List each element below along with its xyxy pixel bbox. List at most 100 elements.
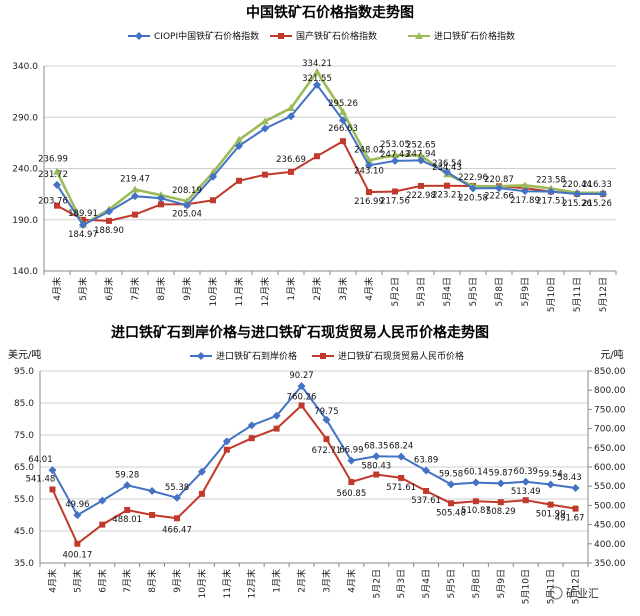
data-label: 59.54 xyxy=(538,469,562,479)
series-marker-0 xyxy=(521,187,529,196)
series-marker-1 xyxy=(262,171,268,178)
data-label: 223.21 xyxy=(432,191,462,201)
data-label: 219.47 xyxy=(120,175,150,185)
series-marker-0 xyxy=(496,479,505,488)
series-marker-0 xyxy=(73,511,82,520)
y-tick-label: 140.0 xyxy=(12,267,38,277)
series-marker-1 xyxy=(288,168,294,175)
y-tick-label-right: 550.00 xyxy=(594,482,626,492)
legend-marker xyxy=(197,352,205,360)
data-label: 58.43 xyxy=(557,473,581,483)
y-tick-label-right: 600.00 xyxy=(594,463,626,473)
series-marker-0 xyxy=(297,382,306,391)
x-tick-label: 6月末 xyxy=(96,569,108,593)
series-marker-1 xyxy=(223,446,230,453)
series-marker-0 xyxy=(235,141,243,150)
chart2-x-ticks: 4月末 5月末 6月末 7月末 8月末 9月末 10月末 11月末 12月末 1月末 2月末 3月末 4… xyxy=(46,569,581,604)
data-label: 60.14 xyxy=(464,468,488,478)
series-marker-0 xyxy=(53,180,61,189)
y-tick-label-right: 850.00 xyxy=(594,367,626,377)
data-label: 222.96 xyxy=(458,173,488,183)
data-label: 488.01 xyxy=(112,515,142,525)
legend-marker xyxy=(135,32,143,40)
data-label: 220.44 xyxy=(562,180,592,190)
series-marker-0 xyxy=(272,411,281,420)
data-label: 90.27 xyxy=(289,371,313,381)
series-marker-0 xyxy=(98,496,107,505)
y-tick-label-right: 750.00 xyxy=(594,405,626,415)
series-marker-1 xyxy=(132,211,138,218)
data-label: 236.69 xyxy=(276,155,306,165)
series-marker-0 xyxy=(365,161,373,170)
data-label: 580.43 xyxy=(361,462,391,472)
series-marker-0 xyxy=(247,421,256,430)
series-marker-1 xyxy=(54,202,60,209)
x-tick-label: 5月8日 xyxy=(471,569,482,598)
x-tick-label: 5月4日 xyxy=(442,277,453,306)
x-tick-label: 4月末 xyxy=(345,569,357,593)
y-tick-label-right: 700.00 xyxy=(594,425,626,435)
data-label: 236.99 xyxy=(38,155,68,165)
series-marker-1 xyxy=(522,497,529,504)
x-tick-label: 5月末 xyxy=(77,277,89,301)
x-tick-label: 9月末 xyxy=(181,277,193,301)
series-marker-1 xyxy=(497,499,504,506)
series-marker-0 xyxy=(495,184,503,193)
data-label: 203.76 xyxy=(38,197,68,207)
wechat-icon xyxy=(549,586,563,600)
data-label: 79.75 xyxy=(314,407,338,417)
data-label: 49.96 xyxy=(65,500,89,510)
x-tick-label: 10月末 xyxy=(207,277,219,306)
x-tick-label: 3月末 xyxy=(337,277,349,301)
series-marker-1 xyxy=(472,498,479,505)
series-marker-1 xyxy=(314,153,320,160)
series-marker-1 xyxy=(174,515,180,522)
y-tick-label-right: 500.00 xyxy=(594,501,626,511)
x-tick-label: 11月末 xyxy=(233,277,245,306)
y-tick-label-left: 95.0 xyxy=(14,367,34,377)
series-marker-0 xyxy=(471,478,480,487)
series-marker-0 xyxy=(157,194,165,203)
series-marker-1 xyxy=(273,425,280,432)
x-tick-label: 5月4日 xyxy=(421,569,432,598)
series-marker-1 xyxy=(392,188,398,195)
data-label: 220.58 xyxy=(458,193,488,203)
x-tick-label: 5月2日 xyxy=(390,277,401,306)
series-marker-1 xyxy=(248,435,255,442)
series-marker-1 xyxy=(366,189,372,196)
y-tick-label-right: 450.00 xyxy=(594,521,626,531)
chart1-y-ticks: 140.0 190.0 240.0 290.0 340.0 xyxy=(12,62,38,277)
data-label: 215.26 xyxy=(582,199,612,209)
x-tick-label: 5月10日 xyxy=(521,569,532,604)
data-label: 247.43 xyxy=(380,150,410,160)
series-marker-1 xyxy=(106,217,112,224)
series-marker-0 xyxy=(313,80,321,89)
data-label: 231.72 xyxy=(38,170,68,180)
data-label: 266.63 xyxy=(328,124,358,134)
series-marker-1 xyxy=(236,177,242,184)
x-tick-label: 5月3日 xyxy=(416,277,427,306)
data-label: 253.05 xyxy=(380,140,410,150)
series-marker-0 xyxy=(571,484,580,493)
legend-label: 进口铁矿石到岸价格 xyxy=(216,350,297,362)
x-tick-label: 7月末 xyxy=(129,277,141,301)
data-label: 508.29 xyxy=(486,507,516,517)
chart2-data-labels: 64.01 49.96 59.28 55.38 90.27 79.75 66.99 68.35… xyxy=(26,371,585,561)
chart2-gridlines xyxy=(39,370,592,567)
series-marker-0 xyxy=(573,189,581,198)
series-marker-1 xyxy=(80,216,86,223)
series-marker-1 xyxy=(423,487,430,494)
data-label: 513.49 xyxy=(511,487,541,497)
y-tick-label-left: 35.0 xyxy=(14,559,34,569)
series-marker-0 xyxy=(599,189,607,198)
data-label: 216.33 xyxy=(582,180,612,190)
x-tick-label: 5月末 xyxy=(71,569,83,593)
data-label: 59.58 xyxy=(439,469,463,479)
data-label: 760.26 xyxy=(287,392,317,402)
series-marker-2 xyxy=(261,117,269,125)
series-marker-0 xyxy=(443,168,451,177)
legend-label: 进口铁矿石价格指数 xyxy=(434,30,515,42)
watermark-text: 矿业汇 xyxy=(566,587,599,600)
series-marker-2 xyxy=(235,135,243,143)
series-marker-0 xyxy=(131,192,139,201)
